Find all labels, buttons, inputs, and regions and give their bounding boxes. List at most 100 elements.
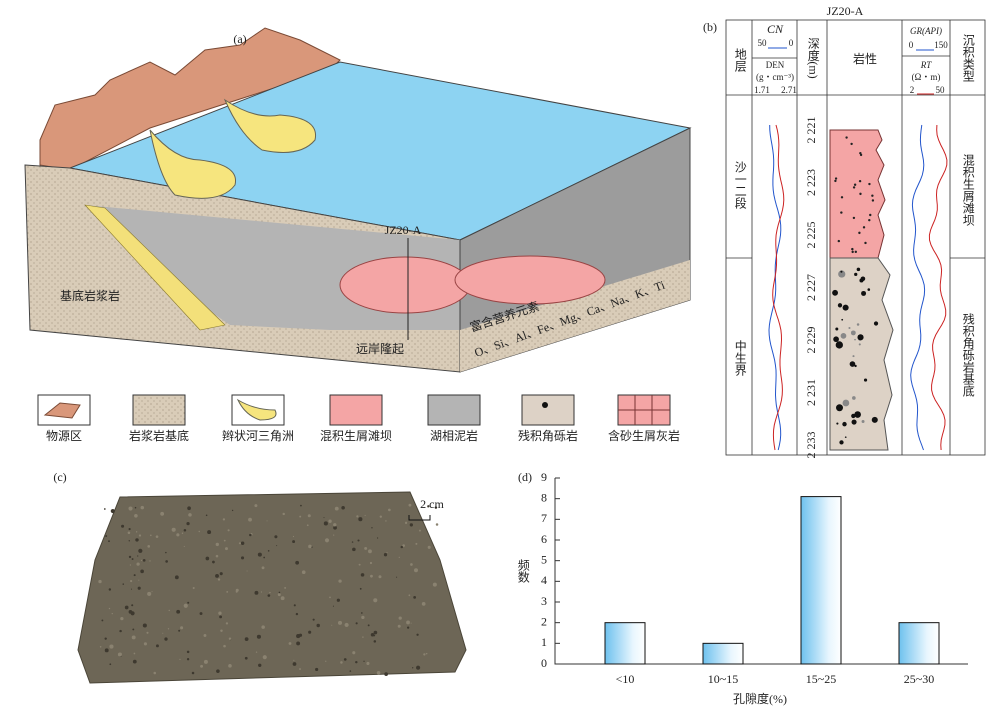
legend: 物源区 岩浆岩基底 辫状河三角洲 混积生屑滩坝 湖相泥岩 残积角砾岩 含砂生屑灰… (37, 394, 680, 443)
speck (235, 588, 239, 592)
speck (225, 622, 229, 625)
speck (376, 670, 381, 675)
speck (183, 603, 188, 608)
legend-swatch (132, 394, 186, 426)
scale-label: 2.71 (781, 85, 797, 95)
speck (226, 590, 229, 593)
speck (370, 574, 373, 578)
speck (396, 576, 398, 578)
legend-icon (618, 395, 670, 425)
speck (249, 533, 252, 537)
speck (337, 620, 343, 625)
x-axis-label: 孔隙度(%) (733, 691, 787, 706)
y-tick-label: 2 (541, 614, 547, 628)
shoal (454, 255, 606, 305)
speck (203, 659, 208, 664)
speck (301, 570, 306, 575)
speck (130, 588, 133, 590)
speck (292, 662, 297, 666)
scale-label: 50 (936, 85, 946, 95)
header: 深度(m) (806, 37, 820, 79)
speck (312, 618, 315, 621)
speck (222, 518, 226, 521)
speck (183, 545, 185, 548)
speck (101, 619, 104, 622)
breccia-dot (835, 341, 843, 349)
speck (219, 615, 223, 619)
speck (140, 559, 143, 561)
scale-label: 50 (758, 38, 768, 48)
legend-swatch (427, 394, 481, 426)
speck (323, 517, 325, 519)
speck (131, 635, 136, 640)
shell-dot (858, 179, 862, 183)
speck (105, 535, 108, 538)
speck (191, 671, 195, 675)
speck (224, 547, 228, 551)
speck (246, 570, 248, 572)
fan (223, 98, 317, 153)
shell-dot (834, 179, 837, 183)
speck (134, 506, 137, 509)
y-tick-label: 3 (541, 594, 547, 608)
speck (120, 616, 124, 621)
speck (130, 579, 133, 583)
breccia-dot (859, 278, 864, 283)
speck (138, 579, 140, 581)
speck (149, 560, 151, 562)
speck (180, 626, 184, 630)
speck (128, 506, 133, 511)
legend-label: 物源区 (46, 429, 82, 443)
speck (358, 517, 363, 522)
breccia-dot (863, 378, 868, 382)
panel-label: (d) (518, 470, 532, 484)
shell-dot (871, 199, 875, 202)
speck (147, 591, 152, 596)
speck (108, 607, 111, 610)
scale-label: 1.71 (754, 85, 770, 95)
den-curve (772, 124, 785, 451)
shell-dot (859, 153, 863, 157)
type-label: 混积生屑滩坝 (961, 154, 975, 226)
speck (122, 583, 125, 585)
speck (109, 644, 114, 649)
header: DEN (766, 60, 785, 70)
legend-icon (43, 402, 81, 419)
speck (127, 531, 131, 535)
speck (295, 612, 299, 616)
speck (412, 667, 414, 669)
bar (800, 496, 842, 665)
speck (198, 530, 200, 533)
speck (413, 596, 417, 599)
speck (248, 517, 252, 522)
speck (370, 633, 375, 637)
depth-label: 2 231 (804, 379, 818, 406)
speck (351, 541, 354, 543)
speck (215, 573, 219, 578)
breccia-dot (842, 421, 847, 427)
speck (219, 572, 223, 576)
speck (418, 529, 421, 532)
speck (263, 556, 266, 559)
speck (133, 652, 136, 655)
speck (142, 559, 146, 562)
y-tick-label: 0 (541, 656, 547, 670)
y-tick-label: 4 (541, 573, 547, 587)
y-axis-label: 频数 (516, 559, 530, 584)
shell-dot (868, 218, 871, 222)
speck (408, 594, 411, 597)
speck (355, 622, 358, 625)
speck (121, 524, 125, 528)
speck (132, 628, 135, 631)
log-frame (725, 19, 986, 456)
speck (216, 669, 220, 673)
breccia-dot (838, 270, 846, 278)
speck (128, 555, 132, 559)
speck (352, 547, 356, 552)
speck (432, 582, 437, 587)
rock-photo: (c) 2 cm (53, 470, 467, 684)
speck (300, 504, 302, 507)
speck (315, 667, 319, 672)
breccia-dot (848, 326, 851, 330)
